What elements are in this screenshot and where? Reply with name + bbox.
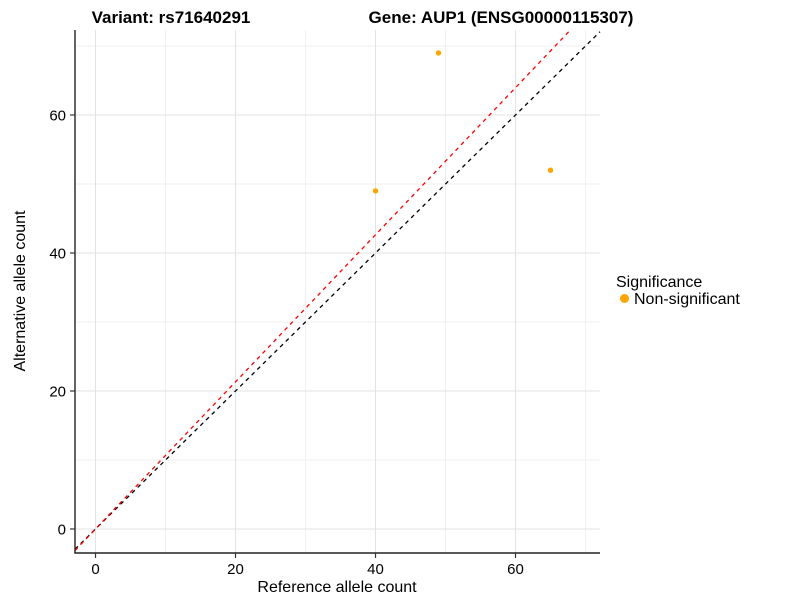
x-tick-label: 0 [91, 561, 99, 578]
y-tick-label: 40 [49, 245, 66, 262]
x-tick-label: 40 [367, 561, 384, 578]
data-point [435, 50, 442, 56]
legend-title: Significance [616, 274, 702, 291]
gridlines-major [75, 30, 600, 553]
legend-point-marker [620, 294, 629, 303]
y-tick-label: 60 [49, 108, 66, 125]
data-points [372, 50, 554, 194]
identity-line [74, 31, 601, 550]
x-axis-ticks: 0 20 40 60 [91, 553, 524, 578]
x-tick-label: 60 [507, 561, 524, 578]
gridlines-minor [75, 30, 600, 553]
plot-title-variant: Variant: rs71640291 [92, 8, 251, 27]
plot-panel [75, 30, 600, 553]
y-axis-label: Alternative allele count [12, 210, 29, 372]
y-tick-label: 20 [49, 383, 66, 400]
x-axis-label: Reference allele count [257, 579, 417, 596]
data-point [547, 167, 554, 173]
data-point [372, 188, 379, 194]
reference-lines [74, 29, 601, 551]
plot-title-gene: Gene: AUP1 (ENSG00000115307) [369, 8, 634, 27]
legend-item-label: Non-significant [634, 291, 740, 308]
legend: Significance Non-significant [616, 274, 740, 308]
y-tick-label: 0 [58, 521, 66, 538]
y-axis-ticks: 0 20 40 60 [49, 108, 75, 538]
x-tick-label: 20 [227, 561, 244, 578]
